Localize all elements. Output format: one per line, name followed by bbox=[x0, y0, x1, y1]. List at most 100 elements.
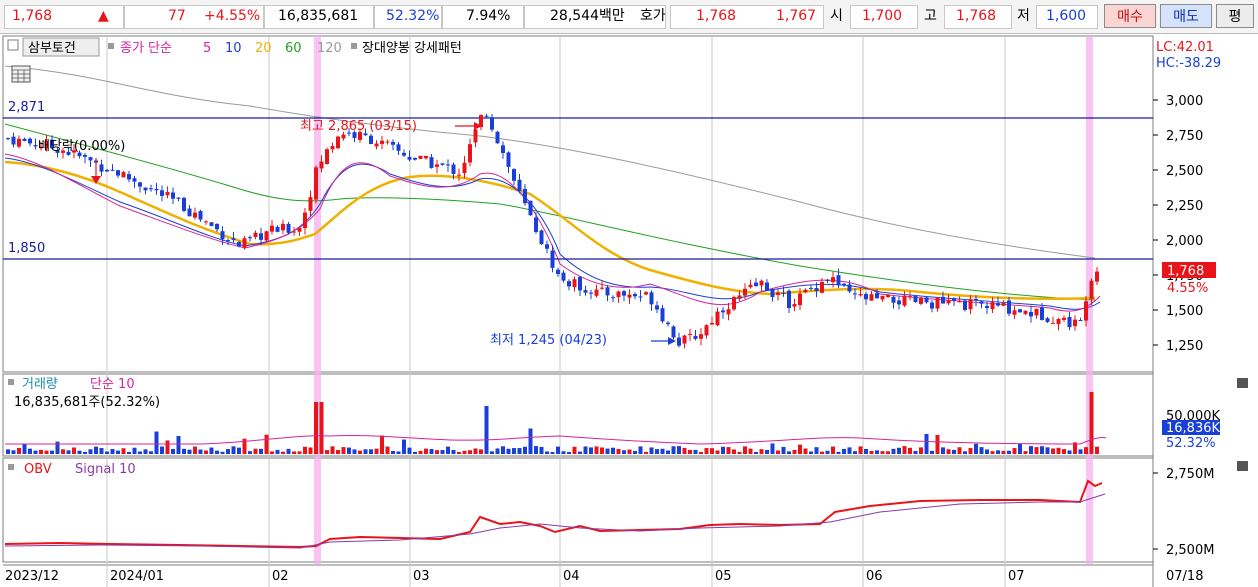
volume-bar bbox=[550, 451, 555, 454]
candle bbox=[61, 150, 65, 153]
candle bbox=[875, 293, 879, 299]
volume-bar bbox=[110, 449, 115, 454]
ma5-label: 5 bbox=[203, 41, 211, 56]
candle bbox=[737, 295, 742, 299]
volume-bar bbox=[358, 450, 362, 454]
candle bbox=[275, 226, 280, 232]
volume-bar bbox=[825, 450, 830, 454]
candle bbox=[495, 131, 500, 144]
volume-bar bbox=[1029, 446, 1033, 454]
candle bbox=[248, 237, 252, 239]
candle bbox=[633, 293, 637, 297]
candle bbox=[66, 151, 71, 155]
volume-bar bbox=[380, 435, 384, 454]
candle bbox=[1073, 319, 1077, 327]
volume-ratio: 52.32% bbox=[386, 8, 440, 24]
volume-bar bbox=[776, 450, 780, 454]
candle bbox=[182, 197, 186, 211]
candle bbox=[649, 292, 654, 305]
volume-bar bbox=[462, 450, 467, 454]
volume-bar bbox=[660, 448, 665, 454]
candle bbox=[842, 283, 846, 286]
volume-bar bbox=[473, 448, 478, 454]
candle bbox=[347, 132, 351, 134]
volume-bar bbox=[798, 444, 802, 454]
volume-bar bbox=[704, 448, 709, 454]
volume-bar bbox=[600, 447, 604, 454]
candle bbox=[424, 155, 428, 159]
candle bbox=[286, 223, 291, 233]
close-panel-icon[interactable] bbox=[1237, 378, 1248, 388]
volume-bar bbox=[385, 446, 390, 454]
candles bbox=[6, 113, 1099, 349]
volume-bar bbox=[116, 450, 120, 454]
candle bbox=[281, 223, 285, 231]
volume-bar bbox=[330, 446, 335, 454]
volume-bar bbox=[127, 451, 131, 454]
candle bbox=[1007, 300, 1011, 314]
volume-bar bbox=[605, 448, 610, 454]
candle bbox=[671, 326, 676, 338]
volume-bar bbox=[858, 446, 863, 454]
candle bbox=[226, 240, 230, 242]
candle bbox=[468, 144, 472, 163]
price-panel[interactable] bbox=[2, 35, 1154, 373]
volume-bar bbox=[539, 446, 544, 454]
candle bbox=[655, 305, 659, 310]
volume-bar bbox=[880, 451, 885, 454]
volume-bar bbox=[902, 446, 907, 454]
candle bbox=[132, 178, 137, 182]
volume-bar bbox=[215, 450, 219, 454]
panel-option-icon[interactable] bbox=[7, 39, 19, 51]
candle bbox=[556, 269, 560, 274]
volume-bar bbox=[165, 440, 170, 454]
buy-button[interactable]: 매수 bbox=[1104, 4, 1156, 28]
x-tick: 2024/01 bbox=[110, 569, 164, 584]
volume-bar bbox=[457, 451, 461, 454]
volume-bar bbox=[209, 447, 214, 454]
candle bbox=[682, 335, 687, 344]
candle bbox=[952, 297, 956, 301]
candle bbox=[314, 167, 318, 200]
candle bbox=[149, 188, 153, 190]
candle bbox=[457, 174, 461, 176]
obv-panel[interactable] bbox=[2, 457, 1154, 563]
candle bbox=[611, 297, 615, 299]
candle bbox=[594, 289, 599, 296]
volume-bar bbox=[325, 450, 329, 454]
x-tick: 03 bbox=[413, 569, 430, 584]
volume-bar bbox=[264, 434, 269, 454]
close-panel-icon[interactable] bbox=[1237, 461, 1248, 471]
candle bbox=[506, 152, 511, 167]
candle bbox=[831, 277, 835, 283]
high-price: 1,768 bbox=[956, 8, 997, 24]
volume-bar bbox=[682, 447, 687, 454]
candle bbox=[792, 303, 797, 307]
candle bbox=[292, 231, 296, 233]
candle bbox=[627, 294, 632, 298]
more-button[interactable]: 평 bbox=[1216, 4, 1254, 28]
candle bbox=[110, 169, 115, 171]
candle bbox=[358, 131, 362, 140]
volume-bar bbox=[1023, 451, 1028, 454]
volume-bar bbox=[974, 443, 978, 454]
volume-value-tag-text: 16,836K bbox=[1166, 421, 1220, 436]
quote-label: 호가 bbox=[640, 8, 666, 24]
candle bbox=[473, 129, 478, 143]
symbol-button[interactable] bbox=[22, 37, 100, 57]
candle bbox=[1001, 302, 1006, 306]
volume-ratio-cell bbox=[374, 5, 442, 29]
volume-bar bbox=[781, 446, 786, 454]
candle bbox=[22, 138, 27, 141]
candle bbox=[688, 333, 692, 335]
volume-bar bbox=[248, 451, 252, 454]
candle bbox=[1056, 318, 1061, 325]
candle bbox=[913, 296, 918, 303]
lc-label: LC:42.01 bbox=[1156, 40, 1214, 55]
volume-bar bbox=[946, 449, 951, 454]
volume-bar bbox=[913, 450, 918, 454]
stock-chart[interactable]: 삼부토건 종가 단순 5 10 20 60 120 장대양봉 강세패턴 LC:4… bbox=[0, 34, 1258, 587]
candle bbox=[605, 287, 610, 296]
sell-button[interactable]: 매도 bbox=[1160, 4, 1212, 28]
volume-bar bbox=[176, 436, 181, 454]
